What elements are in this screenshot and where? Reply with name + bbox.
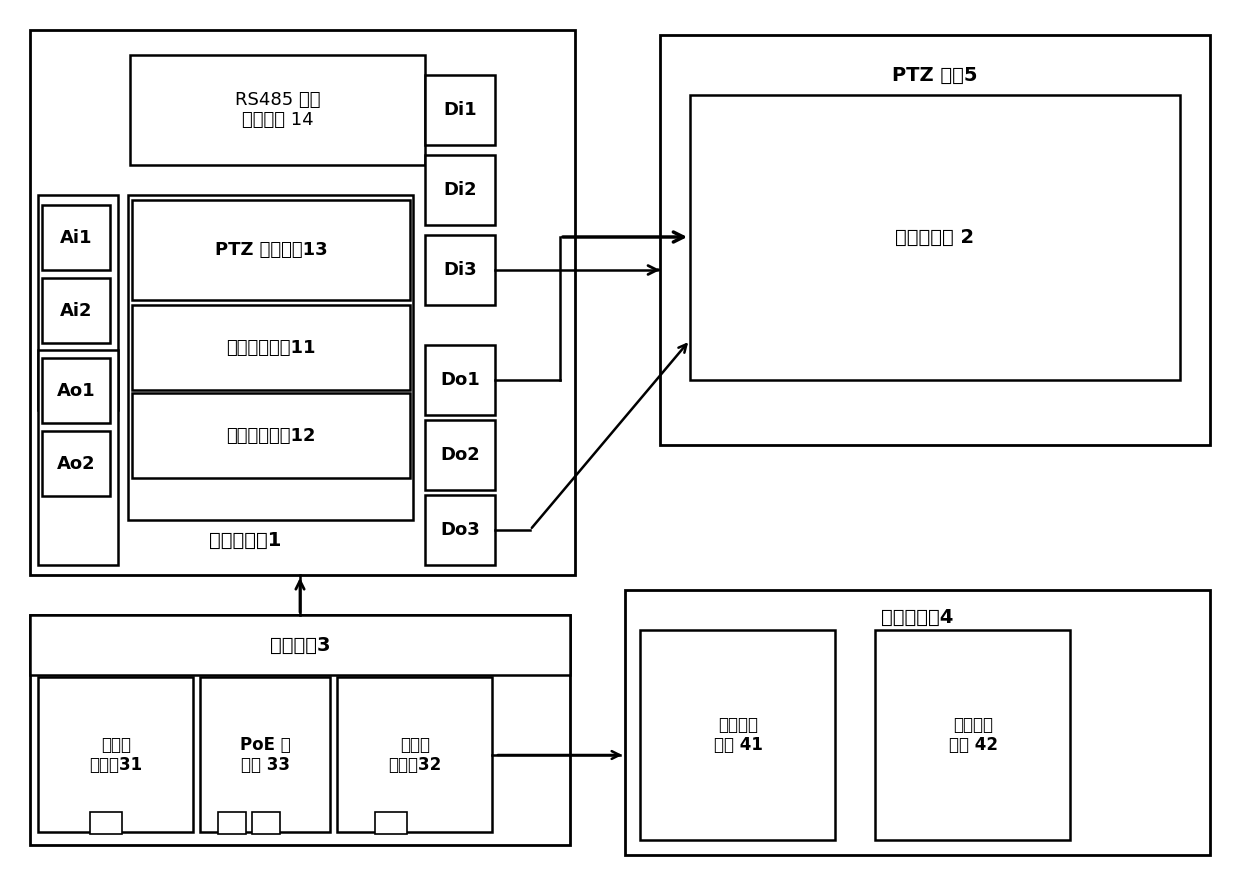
Bar xyxy=(640,630,835,840)
Text: 对外供
电电源31: 对外供 电电源31 xyxy=(89,736,143,774)
Text: RS485 数据
输入接口 14: RS485 数据 输入接口 14 xyxy=(236,91,321,129)
Text: Ai2: Ai2 xyxy=(60,302,92,320)
Bar xyxy=(42,431,110,496)
Bar xyxy=(689,95,1180,380)
Bar xyxy=(128,195,413,520)
Bar xyxy=(875,630,1070,840)
Bar xyxy=(252,812,280,834)
Bar xyxy=(131,305,410,390)
Bar xyxy=(130,55,425,165)
Bar xyxy=(425,155,495,225)
Bar xyxy=(38,350,118,565)
Text: 对内供
电电源32: 对内供 电电源32 xyxy=(388,736,441,774)
Text: PoE 合
路器 33: PoE 合 路器 33 xyxy=(239,736,290,774)
Bar xyxy=(42,278,110,343)
Text: Ai1: Ai1 xyxy=(60,229,92,247)
Text: Do1: Do1 xyxy=(440,371,480,389)
Text: 语音管理模块11: 语音管理模块11 xyxy=(226,339,316,357)
Bar xyxy=(30,615,570,675)
Bar xyxy=(30,615,570,845)
Bar xyxy=(425,495,495,565)
Bar xyxy=(131,393,410,478)
Bar xyxy=(200,677,330,832)
Bar xyxy=(131,200,410,300)
Text: Do2: Do2 xyxy=(440,446,480,464)
Text: 供电电源3: 供电电源3 xyxy=(270,635,330,654)
Bar xyxy=(425,420,495,490)
Text: 语音对讲器4: 语音对讲器4 xyxy=(880,608,954,627)
Text: Ao2: Ao2 xyxy=(57,455,95,473)
Text: Do3: Do3 xyxy=(440,521,480,539)
Text: PTZ 云台5: PTZ 云台5 xyxy=(893,66,978,85)
Text: 音频输入
单元 41: 音频输入 单元 41 xyxy=(713,716,763,755)
Text: Di3: Di3 xyxy=(443,261,477,279)
Bar xyxy=(38,677,193,832)
Bar xyxy=(218,812,246,834)
Bar xyxy=(38,195,118,410)
Text: Di1: Di1 xyxy=(443,101,477,119)
Bar xyxy=(337,677,492,832)
Bar xyxy=(42,358,110,423)
Text: PTZ 控制模块13: PTZ 控制模块13 xyxy=(215,241,327,259)
Bar xyxy=(425,345,495,415)
Text: Di2: Di2 xyxy=(443,181,477,199)
Bar xyxy=(625,590,1210,855)
Bar xyxy=(425,235,495,305)
Bar xyxy=(30,30,575,575)
Text: Ao1: Ao1 xyxy=(57,382,95,400)
Bar xyxy=(425,75,495,145)
Text: 激光警示器 2: 激光警示器 2 xyxy=(895,228,975,247)
Text: 系统控制器1: 系统控制器1 xyxy=(208,530,281,549)
Bar xyxy=(91,812,122,834)
Text: 报警控制模块12: 报警控制模块12 xyxy=(226,427,316,445)
Bar xyxy=(660,35,1210,445)
Bar xyxy=(42,205,110,270)
Text: 音频输出
单元 42: 音频输出 单元 42 xyxy=(949,716,997,755)
Bar xyxy=(374,812,407,834)
